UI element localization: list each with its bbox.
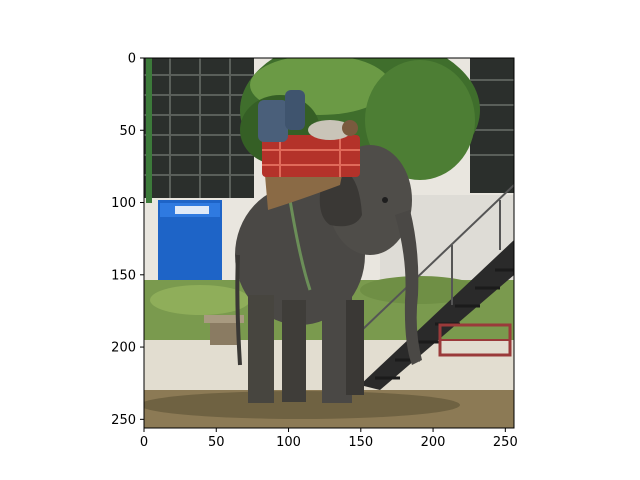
y-tick-label: 250 xyxy=(111,413,136,428)
planter xyxy=(204,315,244,323)
y-tick-label: 0 xyxy=(128,52,136,67)
x-tick-label: 100 xyxy=(276,435,301,450)
y-tick-label: 100 xyxy=(111,196,136,211)
x-tick-label: 50 xyxy=(208,435,225,450)
truss-lines xyxy=(144,58,254,198)
red-bench xyxy=(438,323,512,357)
rider-icon xyxy=(258,90,358,142)
seat-icon xyxy=(262,135,360,210)
y-tick-label: 200 xyxy=(111,341,136,356)
x-tick-label: 0 xyxy=(140,435,148,450)
axes-frame xyxy=(143,57,515,429)
staircase-icon xyxy=(360,184,514,390)
photo xyxy=(144,58,514,428)
x-tick-label: 200 xyxy=(421,435,446,450)
x-axis: 0 50 100 150 200 250 xyxy=(140,428,518,450)
x-tick-label: 150 xyxy=(348,435,373,450)
y-tick-label: 150 xyxy=(111,268,136,283)
kiosk-icon xyxy=(158,200,222,285)
x-tick-label: 250 xyxy=(493,435,518,450)
y-tick-label: 50 xyxy=(119,124,136,139)
green-pole xyxy=(146,58,152,203)
elephant-icon xyxy=(235,145,422,403)
y-axis: 0 50 100 150 200 250 xyxy=(111,52,144,428)
